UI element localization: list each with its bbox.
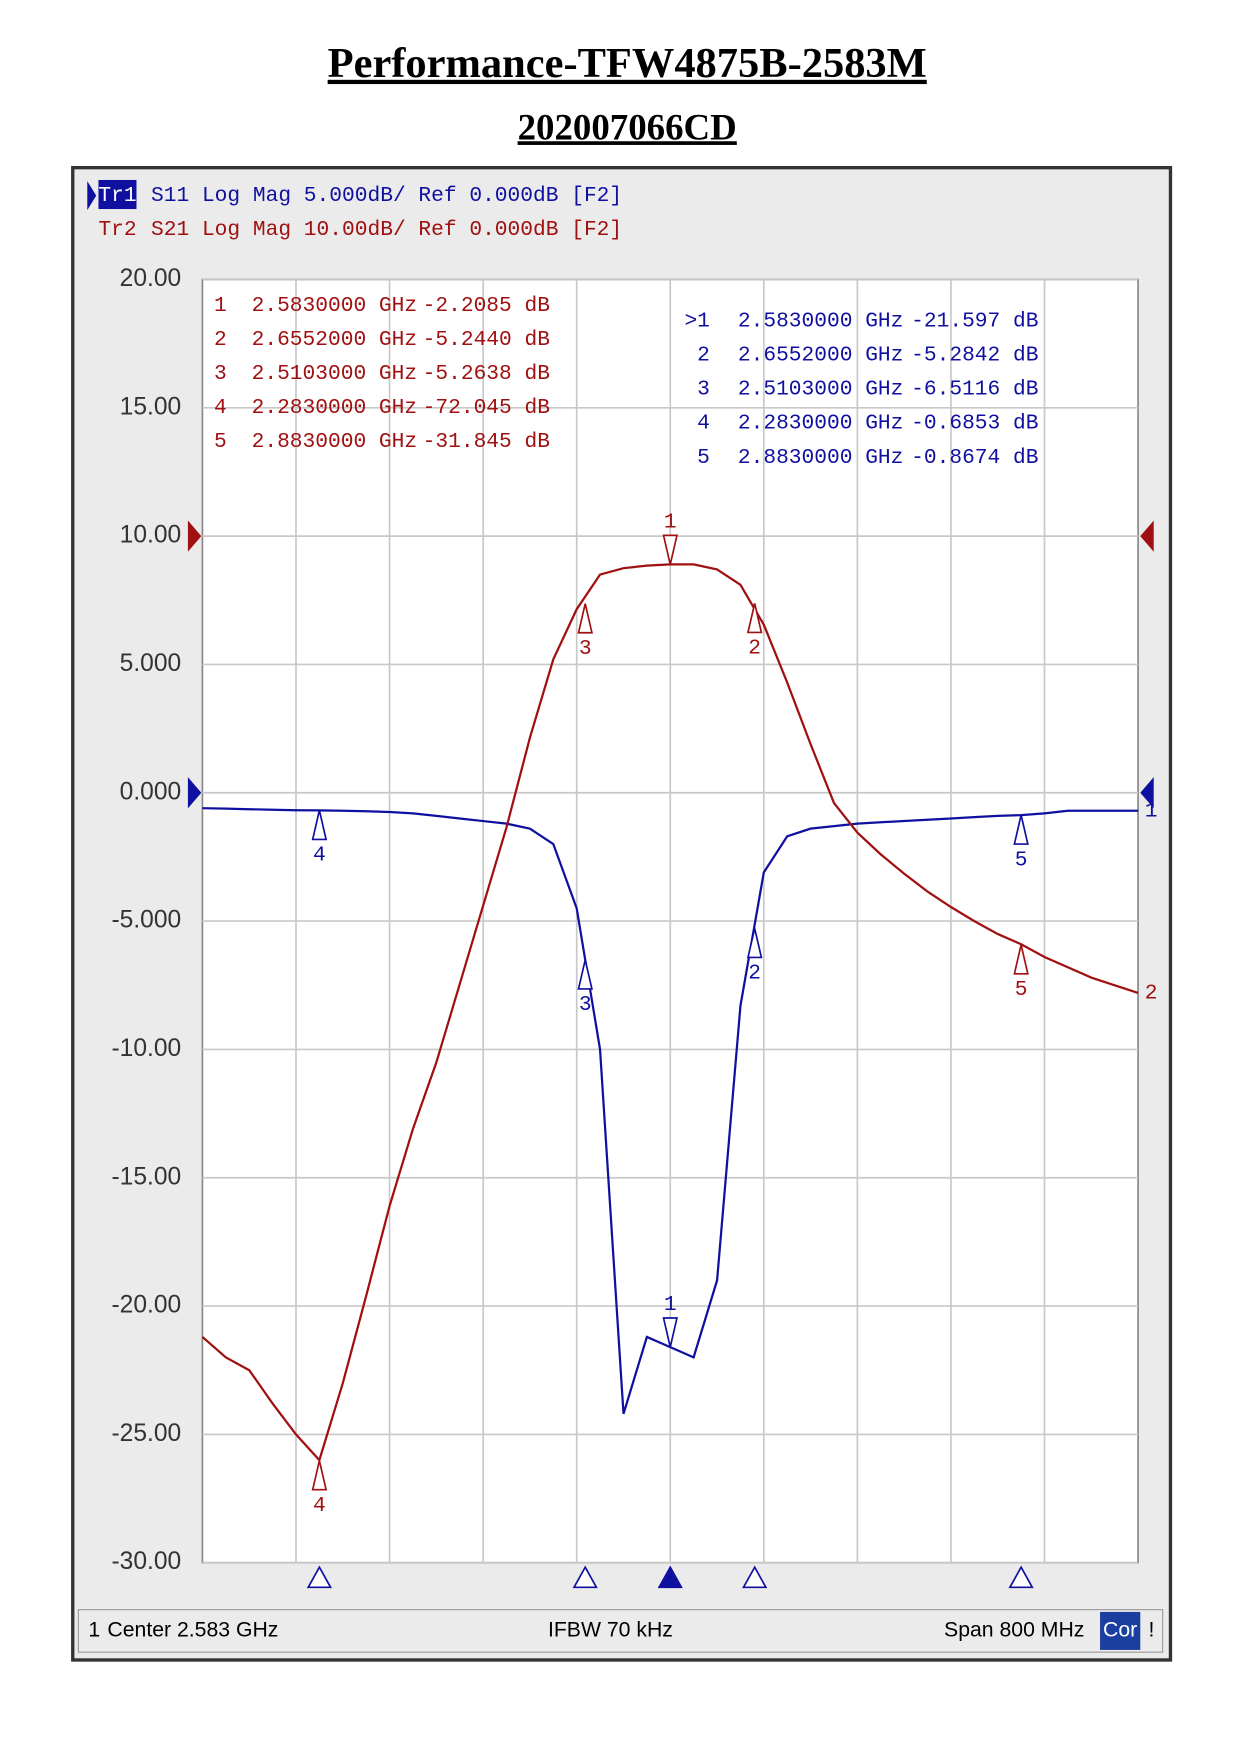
marker-id: 4: [313, 844, 326, 868]
marker-id: 5: [1015, 848, 1028, 872]
marker-table-value: -5.2440 dB: [423, 328, 550, 352]
marker-triangle: [577, 959, 593, 990]
marker-table-id: 3: [697, 378, 710, 402]
y-tick-label: -15.00: [111, 1163, 181, 1190]
active-trace-box: [98, 179, 137, 210]
marker-table-id: 5: [697, 446, 710, 470]
y-tick-label: -30.00: [111, 1548, 181, 1575]
y-tick-label: 5.000: [120, 650, 182, 677]
ref-marker-right: [1140, 520, 1154, 552]
marker-triangle: [746, 928, 763, 959]
stimulus-marker: [306, 1565, 332, 1589]
cor-box: [1100, 1611, 1141, 1650]
marker-table-value: -2.2085 dB: [423, 294, 550, 318]
y-tick-label: 10.00: [120, 522, 182, 549]
ref-marker-right: [1140, 777, 1154, 809]
marker-table-value: -6.5116 dB: [911, 378, 1038, 402]
marker-table-value: -21.597 dB: [911, 309, 1038, 333]
marker-table-x: 2.2830000 GHz: [252, 396, 418, 420]
marker-table-value: -5.2842 dB: [911, 344, 1038, 368]
marker-id: 3: [579, 993, 592, 1017]
status-flag: !: [1149, 1619, 1155, 1642]
marker-table-value: -0.8674 dB: [911, 446, 1038, 470]
y-tick-label: 20.00: [120, 265, 182, 292]
y-tick-label: 0.000: [120, 778, 182, 805]
marker-table-x: 2.6552000 GHz: [252, 328, 418, 352]
marker-triangle: [1013, 944, 1029, 975]
ref-marker-left: [187, 520, 202, 552]
marker-table-id: 5: [214, 430, 227, 454]
y-tick-label: -20.00: [111, 1292, 181, 1319]
active-trace-pointer: [87, 181, 97, 211]
subtitle: 202007066CD: [518, 106, 737, 147]
marker-table-x: 2.5830000 GHz: [738, 309, 904, 333]
trace-name: Tr2: [98, 218, 136, 242]
marker-id: 2: [748, 637, 761, 661]
stimulus-marker: [1008, 1565, 1034, 1589]
marker-table-x: 2.8830000 GHz: [252, 430, 418, 454]
status-span: Span 800 MHz: [944, 1619, 1084, 1642]
y-tick-label: -5.000: [111, 907, 181, 934]
marker-id: 1: [664, 511, 677, 535]
stimulus-marker: [572, 1565, 598, 1589]
marker-triangle: [311, 810, 328, 841]
marker-table-id: >1: [684, 309, 709, 333]
marker-table-x: 2.2830000 GHz: [738, 412, 904, 436]
status-cor: Cor: [1103, 1619, 1137, 1642]
marker-table-x: 2.5103000 GHz: [252, 362, 418, 386]
marker-triangle: [311, 1460, 328, 1491]
trace-end-label: 1: [1145, 799, 1158, 823]
status-channel: 1: [88, 1619, 100, 1642]
trace-header: S11 Log Mag 5.000dB/ Ref 0.000dB [F2]: [151, 184, 622, 208]
marker-triangle: [1013, 814, 1029, 845]
stimulus-marker: [657, 1565, 683, 1589]
trace-header: S21 Log Mag 10.00dB/ Ref 0.000dB [F2]: [151, 218, 622, 242]
marker-table-id: 1: [214, 294, 227, 318]
marker-triangle: [662, 1317, 679, 1348]
marker-id: 1: [664, 1293, 677, 1317]
marker-table-value: -72.045 dB: [423, 396, 550, 420]
status-bar: [77, 1609, 1164, 1653]
marker-id: 3: [579, 637, 592, 661]
marker-id: 2: [748, 962, 761, 986]
marker-table-id: 3: [214, 362, 227, 386]
trace-name: Tr1: [98, 184, 136, 208]
marker-table-id: 4: [697, 412, 710, 436]
marker-table-x: 2.5830000 GHz: [252, 294, 418, 318]
marker-table-value: -31.845 dB: [423, 430, 550, 454]
marker-id: 5: [1015, 978, 1028, 1002]
marker-table-x: 2.5103000 GHz: [738, 378, 904, 402]
marker-table-id: 4: [214, 396, 227, 420]
ref-marker-left: [187, 777, 202, 809]
marker-id: 4: [313, 1494, 326, 1518]
marker-table-x: 2.6552000 GHz: [738, 344, 904, 368]
y-tick-label: -25.00: [111, 1420, 181, 1447]
marker-table-x: 2.8830000 GHz: [738, 446, 904, 470]
marker-table-id: 2: [214, 328, 227, 352]
status-center: Center 2.583 GHz: [107, 1619, 278, 1642]
marker-table-value: -0.6853 dB: [911, 412, 1038, 436]
trace-end-label: 2: [1145, 982, 1158, 1006]
y-tick-label: 15.00: [120, 393, 182, 420]
marker-table-id: 2: [697, 344, 710, 368]
title: Performance-TFW4875B-2583M: [328, 40, 927, 87]
marker-triangle: [662, 534, 679, 565]
marker-triangle: [577, 603, 593, 634]
status-ifbw: IFBW 70 kHz: [548, 1619, 673, 1642]
y-tick-label: -10.00: [111, 1035, 181, 1062]
marker-table-value: -5.2638 dB: [423, 362, 550, 386]
marker-triangle: [746, 603, 763, 634]
stimulus-marker: [742, 1565, 768, 1589]
